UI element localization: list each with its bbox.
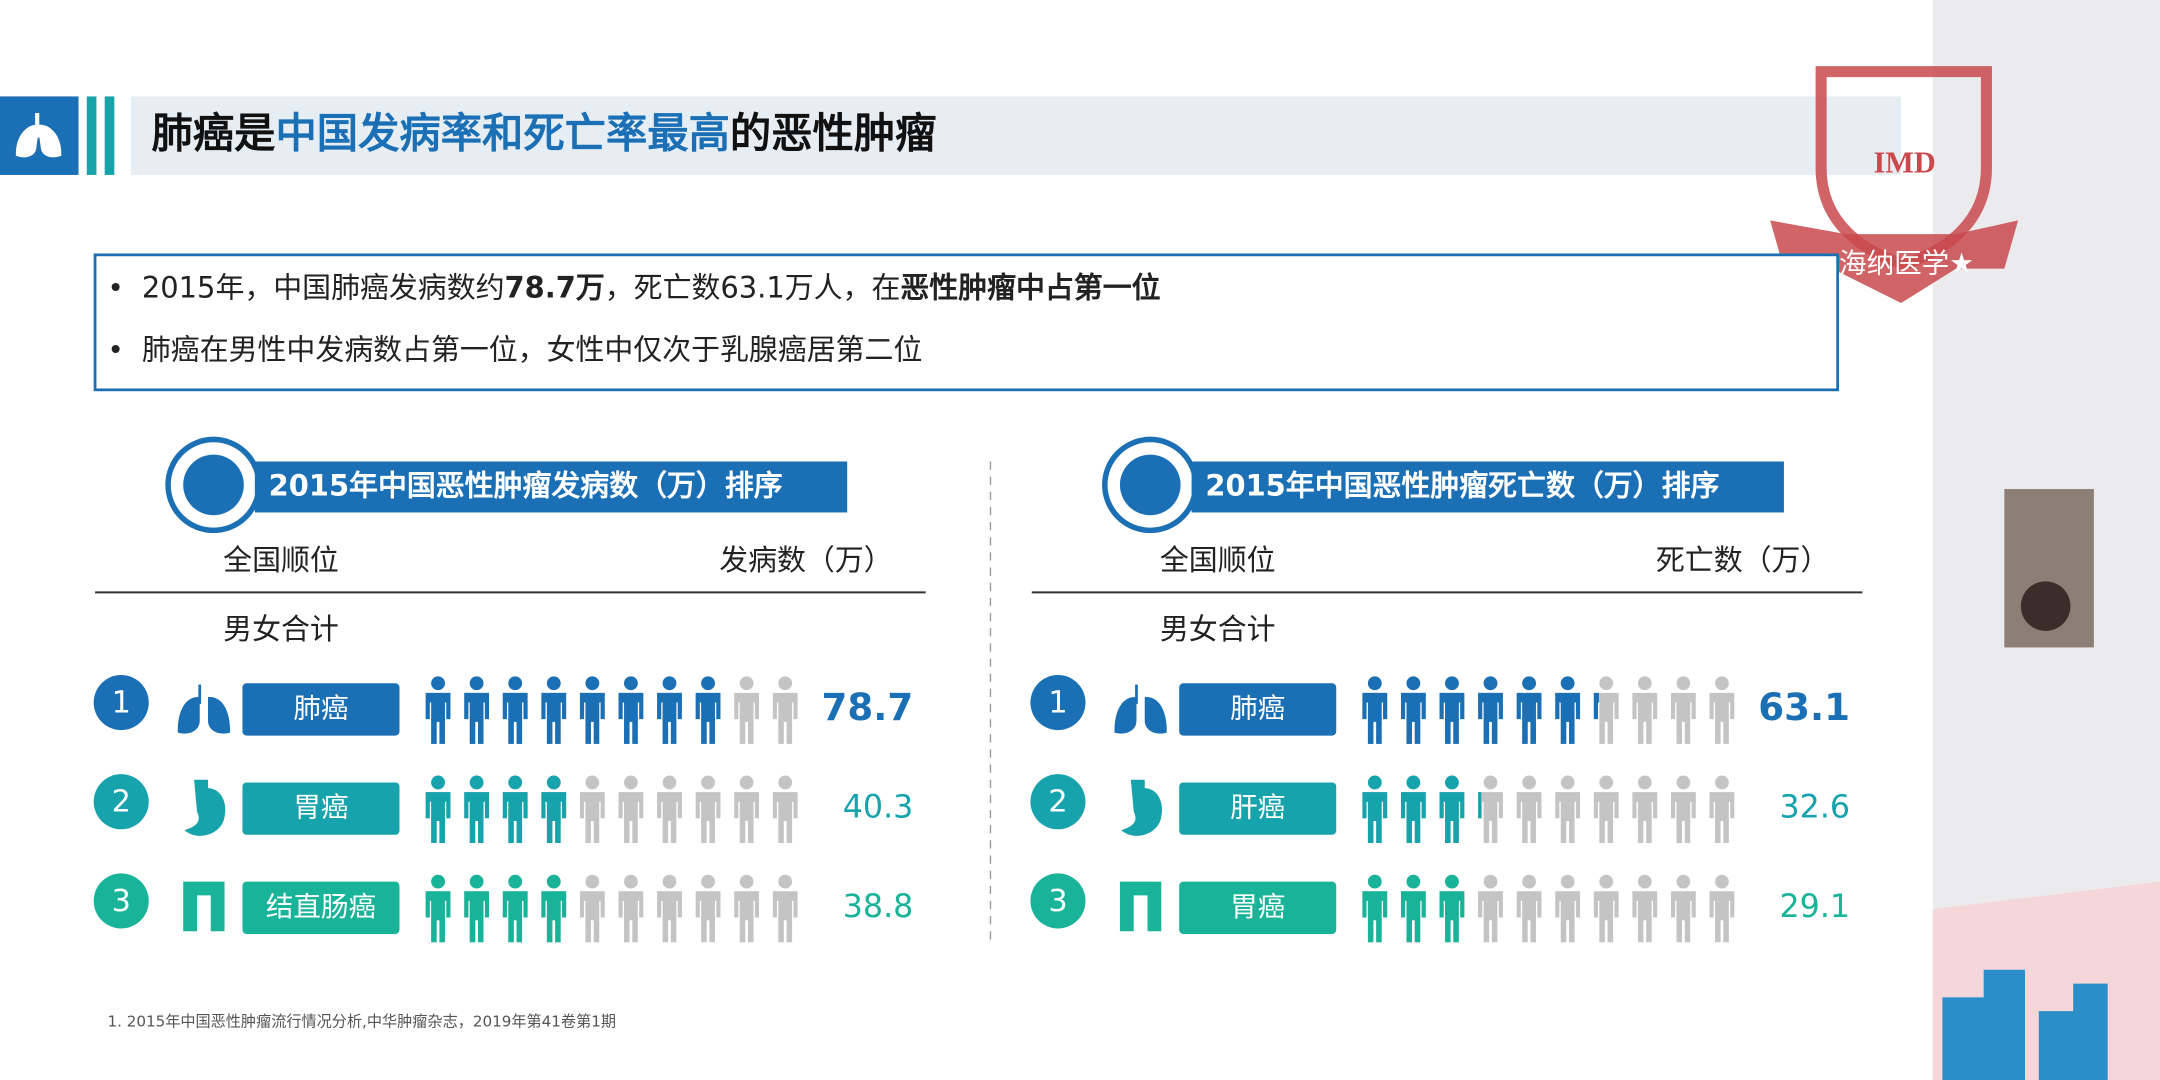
panel-banner [1191, 461, 1784, 513]
organ-icon [183, 881, 225, 932]
stripe [86, 96, 97, 175]
rank-badge [93, 774, 149, 830]
cancer-label-box [242, 881, 400, 934]
organ-icon [1119, 881, 1162, 932]
value-label: 63.1 [1758, 685, 1850, 729]
cancer-label-box [1179, 782, 1337, 835]
logo-ribbon [1770, 220, 2019, 304]
deco-figures [1942, 969, 2108, 1080]
title-part: 肺癌是 [152, 109, 276, 157]
group-label: 男女合计 [1160, 612, 1276, 646]
rank-badge [93, 873, 149, 929]
panel-title: 2015年中国恶性肿瘤死亡数（万）排序 [1205, 469, 1719, 503]
bullet-part: 恶性肿瘤中占第一位 [900, 270, 1160, 304]
col-rank: 全国顺位 [1160, 543, 1276, 577]
cancer-name: 肺癌 [1230, 692, 1285, 724]
bullet-box [93, 253, 1840, 392]
cancer-name: 肝癌 [1230, 792, 1285, 824]
panel-banner [254, 461, 848, 513]
title-part: 中国发病率和死亡率最高 [275, 109, 729, 157]
value-label: 78.7 [822, 685, 914, 729]
rank-number: 1 [112, 685, 131, 720]
bullet-part: 肺癌在男性中发病数占第一位，女性中仅次于乳腺癌居第二位 [142, 332, 922, 366]
cancer-label-box [242, 683, 400, 736]
rank-badge [93, 675, 149, 731]
organ-icon [1114, 684, 1167, 734]
organ-icon [184, 779, 226, 836]
header-band [130, 96, 1902, 175]
panel-title: 2015年中国恶性肿瘤发病数（万）排序 [269, 469, 783, 503]
panel-icon-inner [1119, 454, 1181, 516]
col-value: 发病数（万） [719, 543, 892, 577]
col-value: 死亡数（万） [1656, 543, 1829, 577]
value-label: 32.6 [1780, 790, 1851, 826]
value-label: 38.8 [843, 889, 914, 925]
bullet-part: ，死亡数63.1万人，在 [605, 270, 901, 304]
bullet-part: 78.7万 [505, 270, 605, 304]
group-label: 男女合计 [223, 612, 339, 646]
rank-badge [1030, 873, 1086, 929]
bullet-part: 2015年，中国肺癌发病数约 [142, 270, 505, 304]
rank-number: 2 [1048, 785, 1067, 820]
rank-number: 3 [112, 884, 131, 919]
organ-icon [177, 684, 231, 734]
rank-number: 1 [1048, 685, 1067, 720]
bullet-text: 2015年，中国肺癌发病数约78.7万，死亡数63.1万人，在恶性肿瘤中占第一位 [142, 270, 1161, 304]
rank-number: 2 [112, 785, 131, 820]
organ-icon [1121, 779, 1162, 836]
panel-icon-inner [183, 454, 244, 516]
cancer-label-box [1179, 683, 1337, 736]
rank-badge [1030, 675, 1086, 731]
cancer-name: 胃癌 [293, 792, 348, 824]
webcam-person [2020, 581, 2071, 631]
col-rank: 全国顺位 [223, 543, 339, 577]
logo-name: ★海纳医学★ [1814, 247, 1974, 279]
logo-text: IMD [1873, 145, 1935, 179]
bullet-dot: • [107, 272, 123, 304]
cancer-name: 肺癌 [293, 692, 348, 724]
bullet-dot: • [107, 334, 123, 366]
cancer-name: 胃癌 [1230, 891, 1285, 923]
value-label: 29.1 [1780, 889, 1851, 925]
title-part: 的恶性肿瘤 [730, 109, 937, 157]
value-label: 40.3 [843, 790, 914, 826]
header-title: 肺癌是中国发病率和死亡率最高的恶性肿瘤 [152, 109, 937, 157]
bullet-text: 肺癌在男性中发病数占第一位，女性中仅次于乳腺癌居第二位 [142, 332, 922, 366]
stripe [104, 96, 115, 175]
rank-number: 3 [1048, 884, 1067, 919]
footnote: 1. 2015年中国恶性肿瘤流行情况分析,中华肿瘤杂志，2019年第41卷第1期 [107, 1013, 616, 1031]
cancer-label-box [242, 782, 400, 835]
lung-icon [15, 112, 62, 158]
cancer-name: 结直肠癌 [266, 891, 376, 923]
rank-badge [1030, 774, 1086, 830]
cancer-label-box [1179, 881, 1337, 934]
